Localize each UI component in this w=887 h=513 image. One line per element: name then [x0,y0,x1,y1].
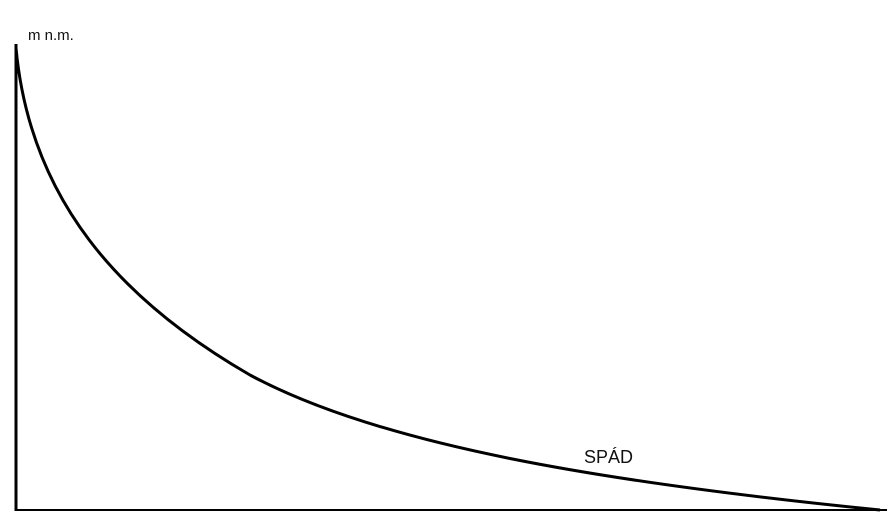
axis-label: m n.m. [28,27,74,44]
slope-curve [14,47,881,512]
curve-label: SPÁD [584,447,633,467]
